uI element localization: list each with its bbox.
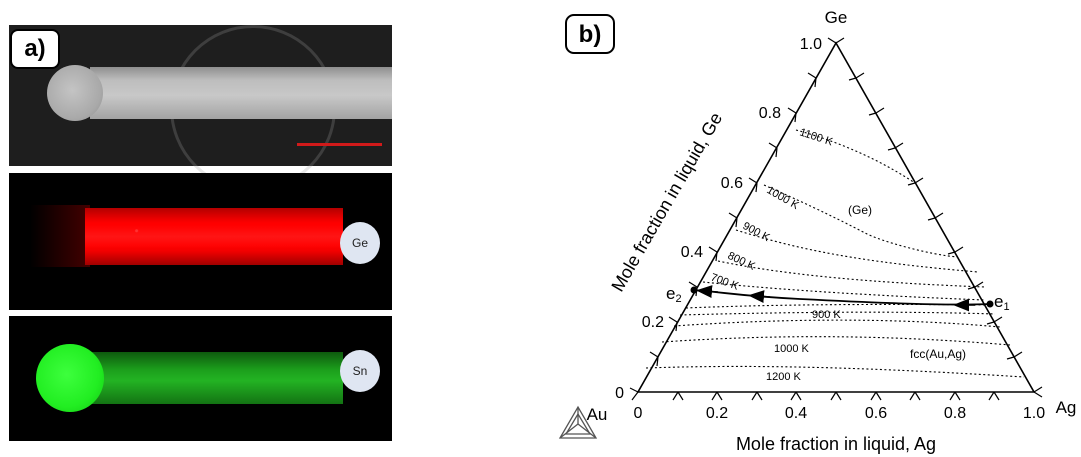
left-tick-0.6: 0.6 [721, 175, 743, 192]
isotherm-900 [735, 229, 979, 273]
point-e2-marker [690, 286, 698, 294]
bottom-tick-0: 0 [634, 405, 643, 422]
ge-map-fade [30, 205, 90, 267]
bottom-tick-1.0: 1.0 [1023, 405, 1045, 422]
label-lower-1200k: 1200 K [766, 371, 802, 383]
label-1000k: 1000 K [765, 184, 802, 212]
valley-arrow-2 [748, 290, 771, 303]
panel-b-label-box [565, 14, 615, 54]
region-ge-label: (Ge) [848, 203, 872, 217]
isotherm-800 [717, 260, 986, 288]
nanowire-body [90, 67, 392, 119]
left-tick-labels: 0 0.2 0.4 0.6 0.8 1.0 [615, 36, 822, 402]
label-900k: 900 K [741, 220, 773, 244]
sn-map-band [60, 352, 343, 404]
bottom-tick-0.4: 0.4 [785, 405, 807, 422]
ternary-triangle [636, 41, 1036, 393]
bottom-edge-ticks [629, 387, 1000, 401]
label-lower-1000k: 1000 K [774, 343, 810, 355]
left-tick-0.2: 0.2 [642, 314, 664, 331]
ge-map-band [85, 208, 343, 265]
upper-isotherms [702, 129, 986, 301]
scale-bar [297, 143, 382, 146]
bottom-tick-0.2: 0.2 [706, 405, 728, 422]
label-700k: 700 K [709, 272, 741, 293]
panel-a-label-overlay: a) [10, 29, 60, 69]
bottom-tick-labels: 0 0.2 0.4 0.6 0.8 1.0 [634, 405, 1046, 422]
isotherm-lower-1000 [661, 336, 1011, 346]
valley-arrow-3 [696, 285, 719, 298]
point-e1-label: e1 [994, 292, 1010, 313]
panel-a: a) a) Ge Sn [0, 0, 540, 457]
panel-b-label: b) [579, 21, 602, 48]
lower-isotherm-labels: 900 K 1000 K 1200 K [766, 309, 841, 383]
ge-map-label: Ge [340, 222, 380, 264]
bottom-tick-0.6: 0.6 [865, 405, 887, 422]
isotherm-lower-b [673, 319, 1001, 328]
label-1100k: 1100 K [798, 126, 835, 148]
vertex-ge-label: Ge [825, 8, 848, 27]
label-800k: 800 K [726, 250, 758, 273]
isotherm-lower-900 [679, 311, 996, 316]
isotherm-700 [702, 281, 986, 301]
isotherm-1100 [795, 129, 916, 184]
axis-bottom-label: Mole fraction in liquid, Ag [736, 434, 936, 454]
axis-left-label: Mole fraction in liquid, Ge [607, 109, 726, 295]
isotherm-1000 [763, 184, 959, 258]
nanowire-tip [47, 65, 103, 121]
isotherm-lower-1200 [645, 365, 1025, 378]
lower-isotherms [645, 303, 1025, 378]
left-tick-1.0: 1.0 [800, 36, 822, 53]
left-tick-0.4: 0.4 [681, 244, 703, 261]
sn-map-label: Sn [340, 350, 380, 392]
bottom-tick-0.8: 0.8 [944, 405, 966, 422]
eutectic-valley-line [693, 289, 991, 306]
vertex-au-label: Au [587, 405, 608, 424]
right-edge-ticks [848, 72, 1043, 398]
vertex-ag-label: Ag [1056, 398, 1077, 417]
sn-map-tip [36, 344, 104, 412]
left-edge-ticks [649, 37, 845, 367]
left-tick-0.8: 0.8 [759, 105, 781, 122]
left-tick-0: 0 [615, 385, 624, 402]
region-fcc-label: fcc(Au,Ag) [910, 347, 966, 361]
isotherm-lower-a [685, 303, 993, 309]
label-lower-900k: 900 K [812, 309, 841, 321]
upper-isotherm-labels: 1100 K 1000 K 900 K 800 K 700 K [709, 126, 835, 292]
point-e1-marker [986, 300, 994, 308]
software-logo [558, 405, 598, 439]
point-e2-label: e2 [666, 284, 682, 305]
